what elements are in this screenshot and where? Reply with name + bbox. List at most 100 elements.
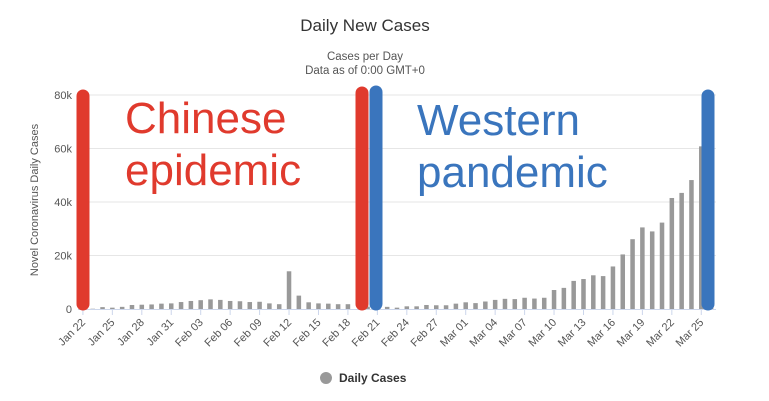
bar[interactable] [502,298,508,309]
x-tick-label: Feb 03 [173,317,206,350]
x-tick-label: Feb 27 [409,317,442,350]
chinese-epidemic-label-line2: epidemic [125,146,301,195]
chart-subtitle-line2: Data as of 0:00 GMT+0 [305,65,425,77]
y-tick-label: 20k [54,251,72,263]
bar[interactable] [640,227,645,309]
western-pandemic-label-line1: Western [417,96,580,145]
bar[interactable] [129,304,135,309]
bar[interactable] [424,304,429,309]
x-tick-label: Mar 01 [438,317,471,350]
x-tick-label: Feb 15 [291,317,324,350]
bar[interactable] [110,307,115,309]
bar[interactable] [659,222,665,309]
y-tick-label: 0 [66,304,72,316]
bar[interactable] [296,295,302,309]
bar[interactable] [267,303,272,309]
x-tick-label: Feb 24 [379,317,412,350]
x-tick-label: Mar 13 [556,317,589,350]
gridlines [78,94,716,256]
bar[interactable] [365,306,370,309]
bar[interactable] [689,180,694,309]
bar[interactable] [483,301,488,309]
bar[interactable] [345,304,351,309]
bar[interactable] [453,303,459,309]
bar[interactable] [257,301,262,309]
bar[interactable] [610,266,616,309]
bar[interactable] [316,303,321,309]
bar[interactable] [581,279,586,309]
x-tick-label: Feb 06 [203,317,236,350]
bar[interactable] [551,290,557,309]
bar[interactable] [335,304,341,309]
bar[interactable] [492,299,498,309]
bar[interactable] [561,287,567,309]
bar[interactable] [139,304,145,309]
bar[interactable] [404,306,410,309]
chart-title: Daily New Cases [300,16,429,35]
x-tick-label: Feb 21 [350,317,383,350]
x-tick-label: Jan 22 [56,317,88,349]
bar[interactable] [591,275,596,309]
x-tick-label: Feb 18 [320,317,353,350]
bar[interactable] [218,299,223,309]
chart-subtitle-line1: Cases per Day [327,51,403,63]
x-tick-label: Mar 22 [644,317,677,350]
legend[interactable]: Daily Cases [320,371,407,385]
bar[interactable] [512,299,518,309]
x-tick-label: Mar 04 [468,317,501,350]
bar[interactable] [541,297,547,309]
chinese-epidemic-label-line1: Chinese [125,94,286,143]
bar[interactable] [434,305,439,309]
bar[interactable] [276,304,282,309]
x-tick-label: Jan 28 [115,317,147,349]
x-tick-label: Mar 25 [674,317,707,350]
bar[interactable] [198,300,203,309]
bar[interactable] [159,303,164,309]
bar[interactable] [532,298,537,309]
legend-marker [320,372,332,384]
x-tick-label: Feb 12 [261,317,294,350]
bar[interactable] [630,239,635,309]
bar[interactable] [149,304,154,309]
bar[interactable] [649,231,655,309]
x-tick-label: Mar 19 [615,317,648,350]
y-axis-label: Novel Coronavirus Daily Cases [29,123,41,276]
x-tick-label: Mar 10 [526,317,559,350]
bar[interactable] [394,307,400,309]
bar[interactable] [168,303,174,309]
x-tick-label: Mar 07 [497,317,530,350]
bar[interactable] [227,300,233,309]
bar[interactable] [699,146,704,309]
bar[interactable] [669,197,675,309]
bar[interactable] [443,305,449,309]
bar[interactable] [384,306,390,309]
bar[interactable] [620,254,626,309]
bar[interactable] [326,303,331,309]
x-tick-label: Jan 25 [86,317,118,349]
bar[interactable] [188,300,194,309]
bar[interactable] [522,297,527,309]
bar[interactable] [178,302,184,309]
legend-label[interactable]: Daily Cases [339,371,407,385]
bar[interactable] [463,302,468,309]
bar[interactable] [600,276,606,309]
bar[interactable] [473,303,478,309]
x-tick-label: Mar 16 [585,317,618,350]
western-pandemic-label-line2: pandemic [417,148,608,197]
bar[interactable] [306,302,311,309]
bar[interactable] [679,192,684,309]
bar[interactable] [237,301,243,309]
bar[interactable] [247,302,253,309]
y-tick-label: 40k [54,197,72,209]
bar[interactable] [414,306,419,309]
bar[interactable] [571,280,576,309]
bar[interactable] [208,299,213,309]
bar[interactable] [100,307,105,309]
bar[interactable] [286,271,292,309]
x-tick-label: Feb 09 [232,317,265,350]
x-tick-label: Jan 31 [145,317,177,349]
y-tick-label: 60k [54,144,72,156]
bar[interactable] [119,306,125,309]
